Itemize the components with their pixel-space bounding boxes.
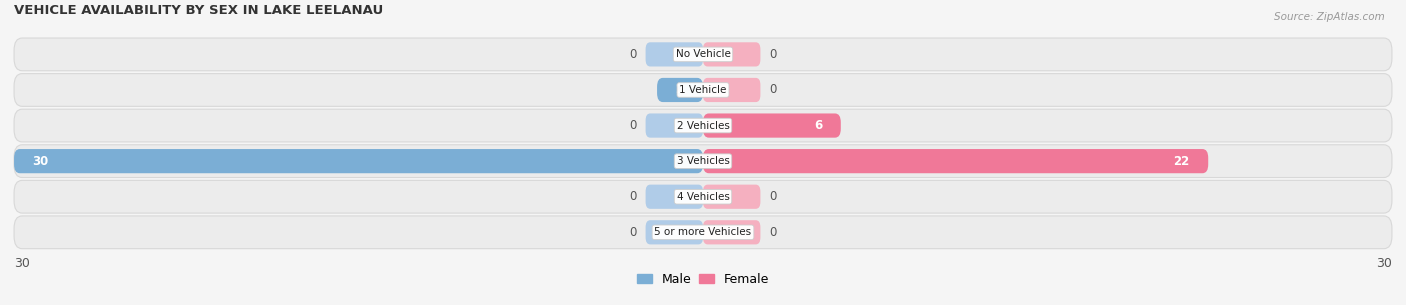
FancyBboxPatch shape bbox=[645, 42, 703, 66]
Text: 3 Vehicles: 3 Vehicles bbox=[676, 156, 730, 166]
FancyBboxPatch shape bbox=[657, 78, 703, 102]
Text: 1 Vehicle: 1 Vehicle bbox=[679, 85, 727, 95]
Text: 5 or more Vehicles: 5 or more Vehicles bbox=[654, 227, 752, 237]
FancyBboxPatch shape bbox=[703, 42, 761, 66]
Text: 0: 0 bbox=[628, 226, 637, 239]
Text: 0: 0 bbox=[769, 190, 778, 203]
FancyBboxPatch shape bbox=[14, 38, 1392, 71]
Text: 4 Vehicles: 4 Vehicles bbox=[676, 192, 730, 202]
Text: 0: 0 bbox=[769, 48, 778, 61]
Text: VEHICLE AVAILABILITY BY SEX IN LAKE LEELANAU: VEHICLE AVAILABILITY BY SEX IN LAKE LEEL… bbox=[14, 4, 384, 17]
FancyBboxPatch shape bbox=[703, 149, 1208, 173]
Text: 0: 0 bbox=[628, 48, 637, 61]
Text: 30: 30 bbox=[32, 155, 49, 168]
FancyBboxPatch shape bbox=[14, 149, 703, 173]
FancyBboxPatch shape bbox=[14, 109, 1392, 142]
Text: Source: ZipAtlas.com: Source: ZipAtlas.com bbox=[1274, 12, 1385, 22]
Text: 6: 6 bbox=[814, 119, 823, 132]
FancyBboxPatch shape bbox=[703, 113, 841, 138]
Text: 0: 0 bbox=[769, 226, 778, 239]
FancyBboxPatch shape bbox=[703, 185, 761, 209]
Text: 0: 0 bbox=[628, 119, 637, 132]
Text: 22: 22 bbox=[1174, 155, 1189, 168]
Text: 30: 30 bbox=[1376, 257, 1392, 270]
FancyBboxPatch shape bbox=[703, 220, 761, 244]
FancyBboxPatch shape bbox=[645, 185, 703, 209]
FancyBboxPatch shape bbox=[14, 180, 1392, 213]
FancyBboxPatch shape bbox=[14, 145, 1392, 178]
Text: 2 Vehicles: 2 Vehicles bbox=[676, 120, 730, 131]
Text: 0: 0 bbox=[769, 84, 778, 96]
Text: 0: 0 bbox=[628, 190, 637, 203]
FancyBboxPatch shape bbox=[703, 78, 761, 102]
FancyBboxPatch shape bbox=[645, 113, 703, 138]
Legend: Male, Female: Male, Female bbox=[631, 268, 775, 291]
FancyBboxPatch shape bbox=[645, 220, 703, 244]
FancyBboxPatch shape bbox=[14, 74, 1392, 106]
Text: 2: 2 bbox=[675, 84, 683, 96]
Text: No Vehicle: No Vehicle bbox=[675, 49, 731, 59]
Text: 30: 30 bbox=[14, 257, 30, 270]
FancyBboxPatch shape bbox=[14, 216, 1392, 249]
